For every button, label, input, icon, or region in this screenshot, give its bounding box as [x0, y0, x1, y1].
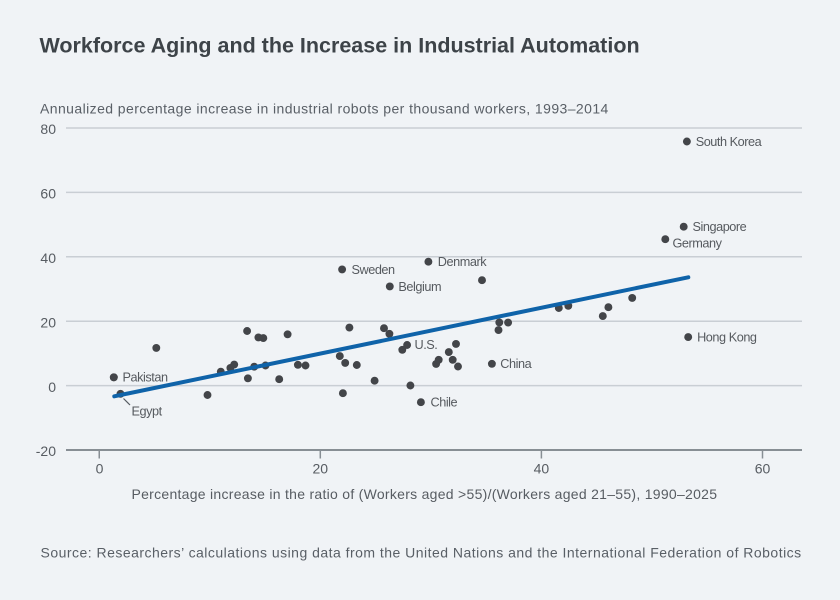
svg-text:60: 60 — [40, 186, 56, 202]
svg-text:Singapore: Singapore — [693, 220, 747, 234]
svg-text:Denmark: Denmark — [438, 255, 487, 269]
svg-text:80: 80 — [40, 121, 56, 137]
svg-text:Pakistan: Pakistan — [123, 371, 168, 385]
svg-text:Source: Researchers’ calculati: Source: Researchers’ calculations using … — [41, 545, 802, 561]
svg-text:-20: -20 — [36, 443, 56, 459]
svg-text:40: 40 — [40, 250, 56, 266]
svg-text:20: 20 — [40, 314, 56, 330]
svg-text:Germany: Germany — [673, 237, 723, 251]
svg-text:Egypt: Egypt — [132, 405, 163, 419]
svg-text:Belgium: Belgium — [398, 280, 441, 294]
svg-text:0: 0 — [96, 461, 104, 477]
svg-text:South Korea: South Korea — [696, 135, 763, 149]
svg-text:0: 0 — [48, 379, 56, 395]
svg-text:40: 40 — [534, 461, 550, 477]
svg-text:Chile: Chile — [431, 396, 458, 410]
svg-text:Sweden: Sweden — [352, 263, 396, 277]
svg-text:Percentage increase in the rat: Percentage increase in the ratio of (Wor… — [131, 486, 717, 502]
svg-text:20: 20 — [313, 461, 329, 477]
svg-text:Annualized percentage increase: Annualized percentage increase in indust… — [40, 100, 609, 116]
svg-text:Hong Kong: Hong Kong — [697, 331, 757, 345]
svg-text:U.S.: U.S. — [415, 338, 438, 352]
svg-text:China: China — [500, 357, 532, 371]
svg-text:Workforce Aging and the Increa: Workforce Aging and the Increase in Indu… — [40, 33, 640, 57]
svg-text:60: 60 — [755, 461, 771, 477]
